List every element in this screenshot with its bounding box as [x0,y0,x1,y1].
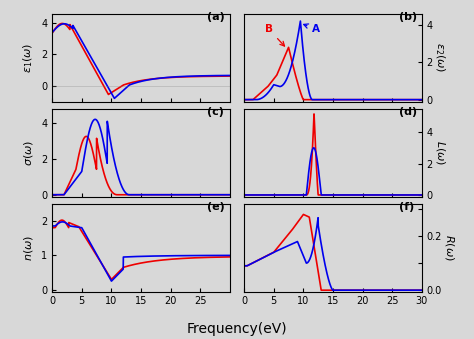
Text: (f): (f) [399,202,414,212]
Text: A: A [304,24,320,34]
Text: Frequency(eV): Frequency(eV) [187,322,287,336]
Text: B: B [265,24,284,46]
Y-axis label: $\varepsilon_2(\omega)$: $\varepsilon_2(\omega)$ [433,42,447,73]
Y-axis label: $L(\omega)$: $L(\omega)$ [434,140,447,165]
Y-axis label: $n(\omega)$: $n(\omega)$ [22,235,36,261]
Y-axis label: $\sigma(\omega)$: $\sigma(\omega)$ [22,139,36,166]
Text: (d): (d) [399,107,417,117]
Y-axis label: $R(\omega)$: $R(\omega)$ [443,234,456,261]
Text: (c): (c) [207,107,224,117]
Y-axis label: $\varepsilon_1(\omega)$: $\varepsilon_1(\omega)$ [22,42,36,73]
Text: (b): (b) [399,12,417,22]
Text: (e): (e) [207,202,225,212]
Text: (a): (a) [207,12,225,22]
